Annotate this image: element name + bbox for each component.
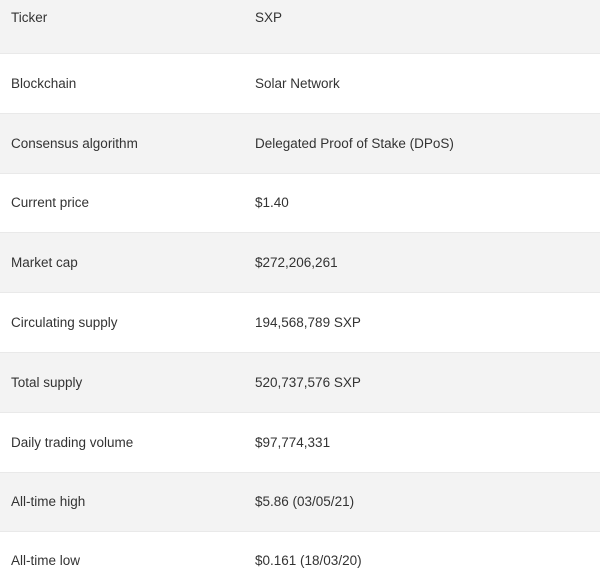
row-value: $1.40 (255, 195, 289, 211)
row-label: All-time high (11, 494, 86, 510)
row-value: Solar Network (255, 75, 340, 91)
row-value: $272,206,261 (255, 255, 338, 271)
row-value: 194,568,789 SXP (255, 315, 361, 331)
row-label: Current price (11, 195, 90, 211)
row-label: Daily trading volume (11, 434, 134, 450)
row-value: 520,737,576 SXP (255, 374, 361, 390)
table-row-market-cap: Market cap $272,206,261 (0, 233, 600, 294)
table-row-all-time-high: All-time high $5.86 (03/05/21) (0, 472, 600, 533)
row-label: Circulating supply (11, 315, 118, 331)
row-value: $0.161 (18/03/20) (255, 553, 362, 569)
row-value: $97,774,331 (255, 434, 331, 450)
table-row-all-time-low: All-time low $0.161 (18/03/20) (0, 532, 600, 573)
table-row-circulating-supply: Circulating supply 194,568,789 SXP (0, 293, 600, 353)
table-row-total-supply: Total supply 520,737,576 SXP (0, 352, 600, 413)
row-label: All-time low (11, 553, 81, 569)
table-row-ticker: Ticker SXP (0, 0, 600, 54)
row-value: SXP (255, 10, 283, 25)
row-label: Total supply (11, 374, 83, 390)
row-value: Delegated Proof of Stake (DPoS) (255, 135, 454, 151)
table-row-current-price: Current price $1.40 (0, 173, 600, 234)
row-label: Ticker (11, 10, 48, 25)
table-row-daily-trading-volume: Daily trading volume $97,774,331 (0, 412, 600, 473)
table-row-consensus-algorithm: Consensus algorithm Delegated Proof of S… (0, 113, 600, 174)
row-label: Market cap (11, 255, 78, 271)
row-label: Blockchain (11, 75, 77, 91)
table-row-blockchain: Blockchain Solar Network (0, 54, 600, 114)
row-value: $5.86 (03/05/21) (255, 494, 355, 510)
row-label: Consensus algorithm (11, 135, 138, 151)
